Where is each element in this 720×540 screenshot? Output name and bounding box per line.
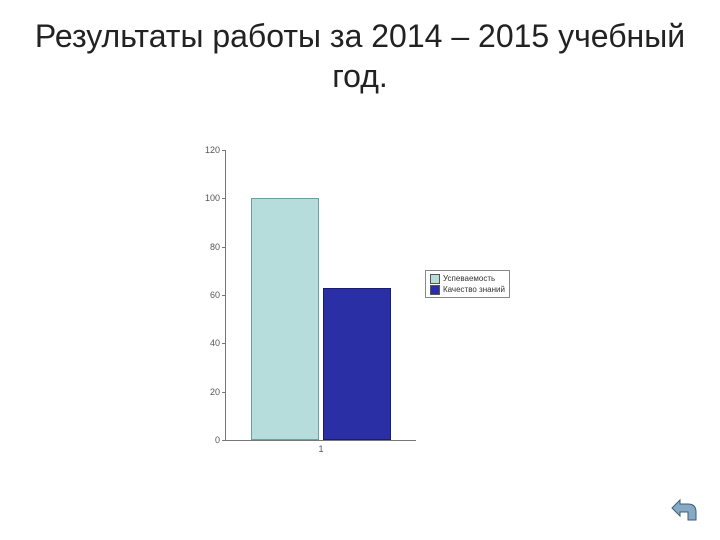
bar-1: [323, 288, 391, 440]
legend: УспеваемостьКачество знаний: [425, 270, 510, 298]
legend-label: Успеваемость: [443, 273, 495, 284]
bar-chart: 0204060801001201 УспеваемостьКачество зн…: [165, 140, 515, 480]
legend-swatch: [430, 274, 440, 284]
y-tick-mark: [222, 150, 226, 151]
legend-label: Качество знаний: [443, 284, 505, 295]
back-button[interactable]: [662, 490, 700, 522]
y-tick-mark: [222, 343, 226, 344]
legend-item: Успеваемость: [430, 273, 505, 284]
u-turn-icon: [662, 490, 700, 522]
y-tick-mark: [222, 392, 226, 393]
legend-swatch: [430, 285, 440, 295]
y-tick-mark: [222, 198, 226, 199]
slide: Результаты работы за 2014 – 2015 учебный…: [0, 0, 720, 540]
bar-0: [251, 198, 319, 440]
y-tick-mark: [222, 247, 226, 248]
x-tick-label: 1: [318, 440, 323, 454]
y-tick-mark: [222, 295, 226, 296]
y-tick-mark: [222, 440, 226, 441]
plot-area: 0204060801001201: [225, 150, 416, 441]
legend-item: Качество знаний: [430, 284, 505, 295]
page-title: Результаты работы за 2014 – 2015 учебный…: [20, 0, 700, 96]
